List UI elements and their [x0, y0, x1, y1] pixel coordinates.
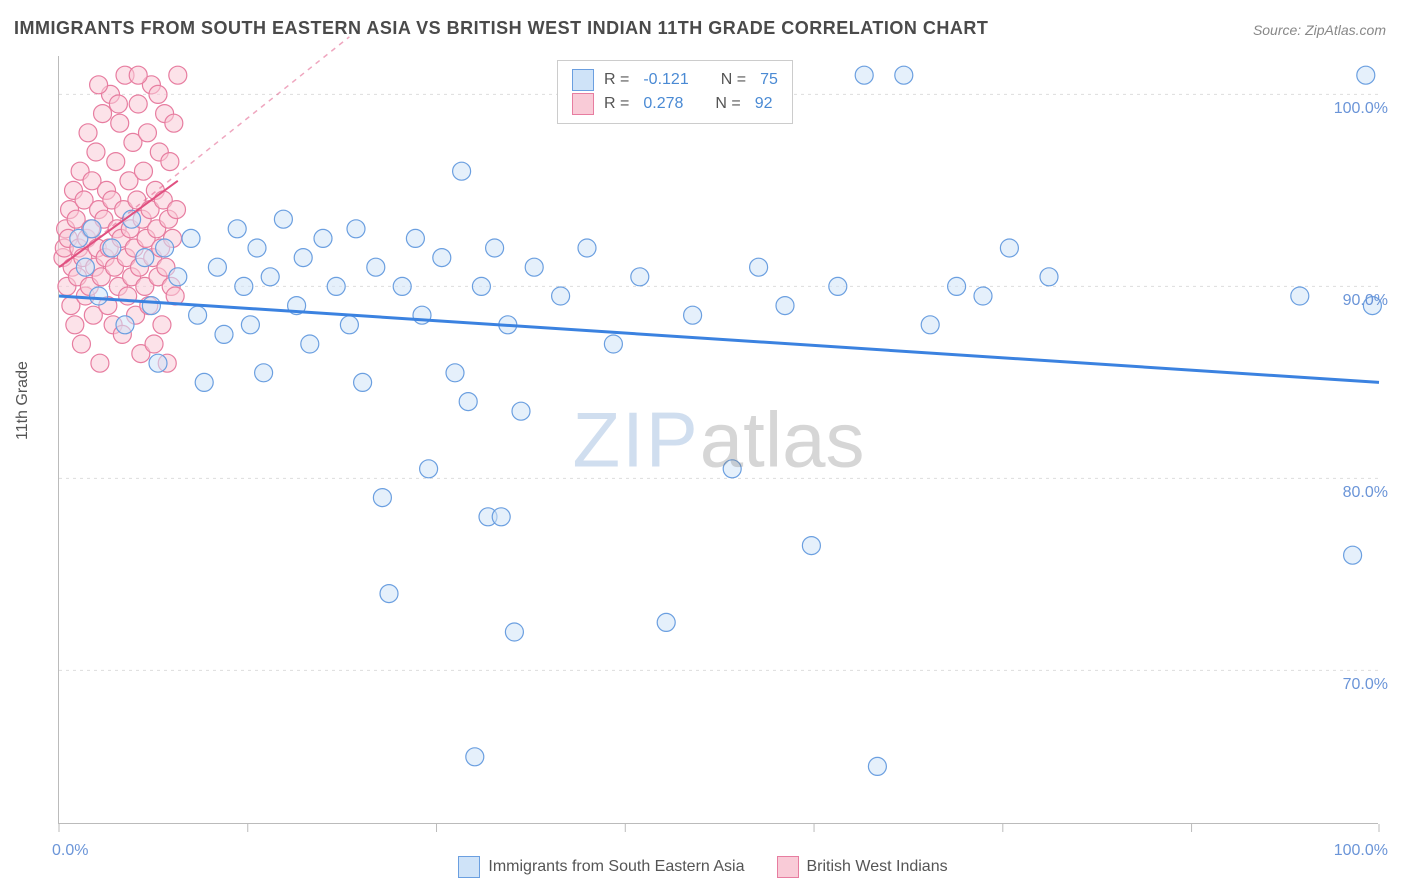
r-label: R = — [604, 95, 629, 113]
source-label: Source: — [1253, 22, 1301, 38]
n-label: N = — [715, 95, 740, 113]
legend-row-series-1: R = -0.121 N = 75 — [572, 69, 778, 91]
y-tick-label: 70.0% — [1343, 676, 1388, 694]
legend-label: Immigrants from South Eastern Asia — [488, 858, 744, 876]
chart-title: IMMIGRANTS FROM SOUTH EASTERN ASIA VS BR… — [14, 18, 988, 39]
y-axis-label: 11th Grade — [14, 361, 32, 440]
y-tick-label: 90.0% — [1343, 292, 1388, 310]
legend-swatch — [458, 856, 480, 878]
legend-item: British West Indians — [777, 856, 948, 878]
plot-area: ZIPatlas R = -0.121 N = 75 R = 0.278 N =… — [58, 56, 1378, 824]
n-value-1: 75 — [760, 71, 778, 89]
y-tick-label: 80.0% — [1343, 484, 1388, 502]
x-tick-label-last: 100.0% — [1334, 842, 1388, 860]
series-legend: Immigrants from South Eastern Asia Britis… — [0, 856, 1406, 878]
r-label: R = — [604, 71, 629, 89]
legend-label: British West Indians — [807, 858, 948, 876]
r-value-2: 0.278 — [643, 95, 683, 113]
x-tick-label-first: 0.0% — [52, 842, 88, 860]
n-value-2: 92 — [755, 95, 773, 113]
n-label: N = — [721, 71, 746, 89]
scatter-chart — [59, 56, 1378, 823]
legend-swatch — [777, 856, 799, 878]
legend-swatch-2 — [572, 93, 594, 115]
source-attribution: Source: ZipAtlas.com — [1253, 22, 1386, 38]
y-tick-label: 100.0% — [1334, 100, 1388, 118]
source-link[interactable]: ZipAtlas.com — [1305, 22, 1386, 38]
legend-swatch-1 — [572, 69, 594, 91]
r-value-1: -0.121 — [643, 71, 688, 89]
legend-item: Immigrants from South Eastern Asia — [458, 856, 744, 878]
chart-container: IMMIGRANTS FROM SOUTH EASTERN ASIA VS BR… — [0, 0, 1406, 892]
legend-row-series-2: R = 0.278 N = 92 — [572, 93, 778, 115]
correlation-legend: R = -0.121 N = 75 R = 0.278 N = 92 — [557, 60, 793, 124]
